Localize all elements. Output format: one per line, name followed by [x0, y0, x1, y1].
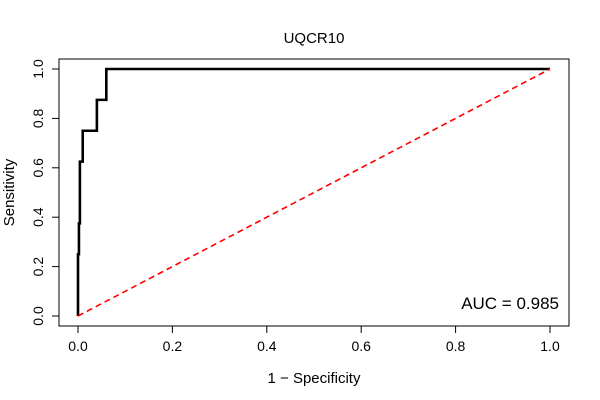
y-tick-label: 0.6: [30, 158, 46, 178]
y-tick-label: 1.0: [30, 59, 46, 79]
roc-curve-line: [76, 67, 550, 316]
y-axis-label: Sensitivity: [1, 158, 18, 226]
y-tick-label: 0.8: [30, 108, 46, 128]
y-axis: 0.0 0.2 0.4 0.6 0.8 1.0: [30, 59, 60, 326]
auc-annotation: AUC = 0.985: [461, 294, 559, 313]
y-tick-label: 0.4: [30, 207, 46, 227]
series-layer: [76, 67, 551, 317]
x-tick-label: 0.4: [257, 338, 277, 354]
y-tick-label: 0.2: [30, 257, 46, 277]
x-axis: 0.0 0.2 0.4 0.6 0.8 1.0: [68, 325, 560, 354]
reference-diagonal-line: [77, 68, 551, 317]
y-tick-label: 0.0: [30, 306, 46, 326]
x-tick-label: 1.0: [540, 338, 560, 354]
x-tick-label: 0.8: [446, 338, 466, 354]
x-tick-label: 0.6: [351, 338, 371, 354]
x-axis-label: 1 − Specificity: [268, 370, 361, 387]
chart-title: UQCR10: [284, 30, 345, 47]
x-tick-label: 0.0: [68, 338, 88, 354]
x-tick-label: 0.2: [163, 338, 183, 354]
